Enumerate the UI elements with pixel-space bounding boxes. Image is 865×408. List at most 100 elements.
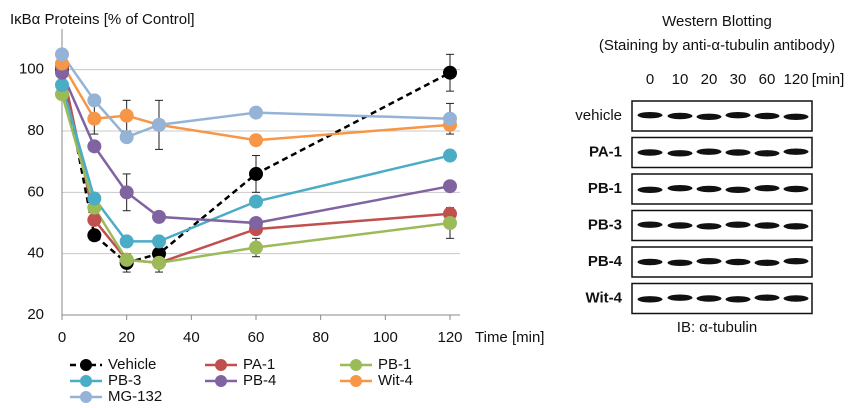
blot-band [668,222,693,228]
blot-footer: IB: α-tubulin [677,319,757,336]
blot-band [697,258,722,264]
data-point [87,213,101,227]
blot-title: Western Blotting [662,13,772,30]
lane-label: 120 [783,71,808,88]
x-tick-label: 60 [248,329,265,346]
blot-band [784,223,809,229]
data-point [443,216,457,230]
lane-label: 0 [646,71,654,88]
data-point [152,210,166,224]
data-point [249,133,263,147]
legend-swatch-marker [80,375,92,387]
legend-label: PB-1 [378,356,411,373]
series-line [62,54,450,137]
blot-band [638,112,663,118]
data-point [443,149,457,163]
data-point [443,179,457,193]
legend-swatch-marker [350,375,362,387]
blot-band [726,222,751,228]
data-point [443,112,457,126]
data-point [120,234,134,248]
data-point [152,256,166,270]
legend-swatch-marker [215,375,227,387]
data-point [87,93,101,107]
lane-label: 30 [730,71,747,88]
data-point [120,185,134,199]
x-tick-label: 0 [58,329,66,346]
blot-band [668,295,693,301]
blot-band [638,296,663,302]
x-tick-label: 80 [312,329,329,346]
lane-unit: [min] [812,71,845,88]
blot-band [755,295,780,301]
blot-band [755,185,780,191]
legend-label: PA-1 [243,356,275,373]
legend-label: PB-3 [108,372,141,389]
blot-band [755,113,780,119]
blot-subtitle: (Staining by anti-α-tubulin antibody) [599,37,835,54]
blot-band [726,259,751,265]
data-point [55,47,69,61]
blot-band [726,149,751,155]
row-label: PB-3 [588,216,622,233]
blot-band [638,149,663,155]
row-label: PB-4 [588,253,623,270]
figure: IκBα Proteins [% of Control] Time [min] … [0,0,865,408]
x-tick-label: 20 [118,329,135,346]
blot-band [726,112,751,118]
row-label: Wit-4 [585,289,622,306]
legend-label: MG-132 [108,388,162,405]
blot-band [697,223,722,229]
row-label: PB-1 [588,180,622,197]
blot-band [726,187,751,193]
legend-label: PB-4 [243,372,276,389]
data-point [152,234,166,248]
data-point [120,130,134,144]
blot-band [638,222,663,228]
blot-band [784,295,809,301]
blot-band [638,259,663,265]
blot-band [668,113,693,119]
x-tick-label: 100 [373,329,398,346]
x-tick-label: 120 [437,329,462,346]
blot-band [726,296,751,302]
blot-band [755,150,780,156]
data-point [249,167,263,181]
data-point [443,66,457,80]
data-point [249,241,263,255]
blot-band [697,114,722,120]
blot-band [697,149,722,155]
blot-band [784,114,809,120]
blot-band [697,186,722,192]
legend-label: Wit-4 [378,372,413,389]
blot-band [668,150,693,156]
blot-band [668,185,693,191]
y-axis-title: IκBα Proteins [% of Control] [10,11,195,28]
blot-band [668,260,693,266]
y-tick-label: 80 [27,122,44,139]
blot-band [755,222,780,228]
blot-band [784,186,809,192]
legend-swatch-marker [215,359,227,371]
data-point [120,109,134,123]
data-point [249,106,263,120]
data-point [87,139,101,153]
data-point [87,228,101,242]
lane-label: 60 [759,71,776,88]
y-tick-label: 20 [27,306,44,323]
y-tick-label: 40 [27,245,44,262]
row-label: PA-1 [589,143,622,160]
data-point [249,195,263,209]
legend-swatch-marker [80,359,92,371]
legend-swatch-marker [80,391,92,403]
x-tick-label: 40 [183,329,200,346]
blot-band [755,260,780,266]
data-point [249,216,263,230]
data-point [55,78,69,92]
lane-label: 10 [672,71,689,88]
data-point [120,253,134,267]
y-tick-label: 100 [19,61,44,78]
lane-label: 20 [701,71,718,88]
data-point [87,191,101,205]
data-point [152,118,166,132]
